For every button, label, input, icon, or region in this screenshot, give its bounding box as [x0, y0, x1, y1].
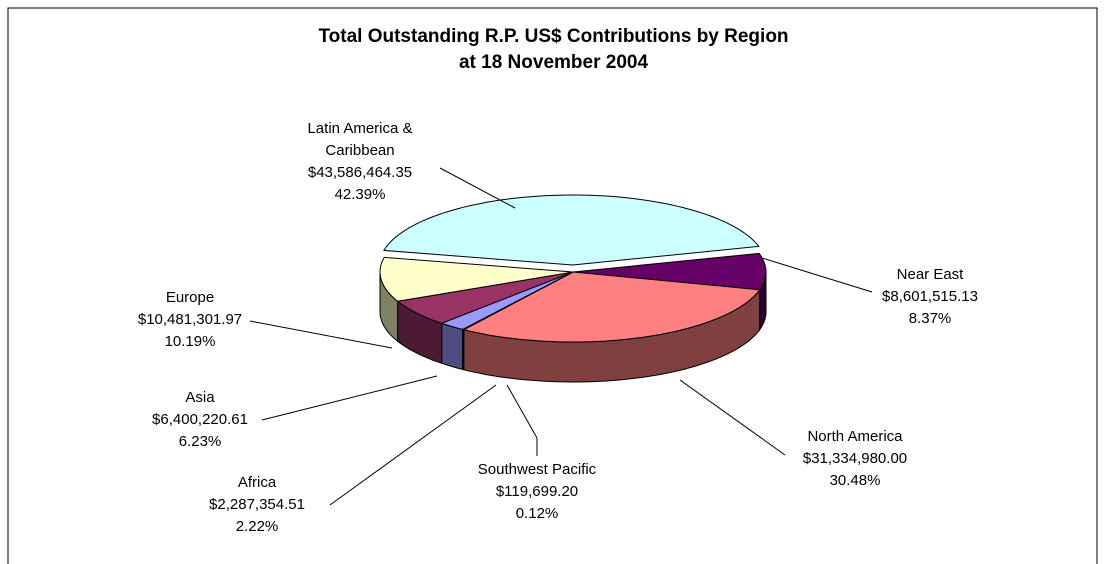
- slice: [383, 194, 760, 266]
- leader-line: [249, 320, 393, 349]
- value-label: $43,586,464.35: [307, 164, 413, 181]
- value-label: $10,481,301.97: [137, 311, 243, 328]
- leader-line: [261, 375, 438, 421]
- slice: [462, 271, 761, 343]
- leader-line: [329, 384, 497, 506]
- slice-label: Asia: [185, 389, 215, 406]
- value-label: $8,601,515.13: [882, 288, 978, 305]
- chart-frame: [7, 7, 1098, 564]
- leader-line: [761, 257, 873, 293]
- leader-line: [506, 384, 538, 456]
- slice: [572, 252, 767, 291]
- percent-label: 0.12%: [515, 505, 559, 522]
- slice: [396, 271, 574, 324]
- value-label: $119,699.20: [495, 483, 579, 500]
- slice-side: [441, 322, 464, 371]
- percent-label: 6.23%: [178, 433, 222, 450]
- percent-label: 30.48%: [829, 472, 881, 489]
- value-label: $2,287,354.51: [209, 496, 305, 513]
- slice: [379, 256, 574, 302]
- slice-label: Africa: [237, 474, 277, 491]
- chart-subtitle: at 18 November 2004: [458, 52, 649, 73]
- slice-label: North America: [807, 428, 903, 445]
- slice-label: Near East: [896, 266, 964, 283]
- leader-line: [679, 379, 786, 456]
- percent-label: 10.19%: [164, 333, 216, 350]
- chart-title: Total Outstanding R.P. US$ Contributions…: [318, 26, 789, 47]
- percent-label: 2.22%: [235, 518, 279, 535]
- slice-label: Southwest Pacific: [477, 461, 597, 478]
- percent-label: 8.37%: [908, 310, 952, 327]
- slice-label: Europe: [165, 289, 215, 306]
- value-label: $6,400,220.61: [152, 411, 248, 428]
- percent-label: 42.39%: [334, 186, 386, 203]
- value-label: $31,334,980.00: [802, 450, 908, 467]
- slice-label: Latin America & Caribbean: [307, 120, 413, 159]
- leader-line: [439, 167, 516, 209]
